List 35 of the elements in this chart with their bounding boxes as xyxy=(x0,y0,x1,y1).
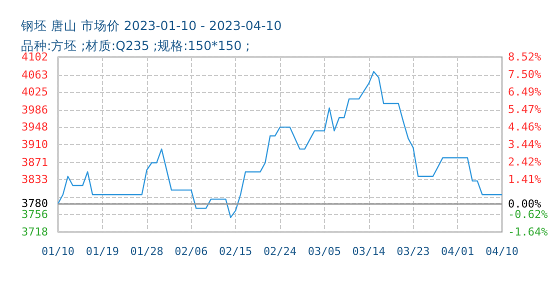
x-tick-label: 03/23 xyxy=(396,245,430,258)
x-tick-label: 04/10 xyxy=(485,245,519,258)
y-tick-label: 4063 xyxy=(22,68,48,82)
y2-tick-label: 4.46% xyxy=(508,120,542,134)
y2-tick-label: 3.44% xyxy=(508,138,542,151)
y-tick-label: 3756 xyxy=(22,208,48,222)
y2-tick-label: -1.64% xyxy=(508,226,548,238)
x-tick-label: 02/06 xyxy=(174,245,208,258)
chart-title: 钢坯 唐山 市场价 2023-01-10 - 2023-04-10 xyxy=(20,18,282,33)
x-tick-label: 01/19 xyxy=(86,245,119,258)
y-tick-label: 3871 xyxy=(22,156,48,169)
y2-tick-label: 0.00% xyxy=(508,197,542,210)
y2-tick-label: 7.50% xyxy=(508,68,542,82)
x-tick-label: 01/10 xyxy=(41,245,75,258)
x-tick-label: 04/01 xyxy=(441,245,474,258)
y-tick-label: 4025 xyxy=(22,86,48,99)
y2-tick-label: 6.49% xyxy=(508,85,542,98)
x-tick-label: 02/24 xyxy=(263,245,297,258)
y-tick-label: 3910 xyxy=(22,138,48,151)
y-tick-label: 3780 xyxy=(22,197,48,210)
y2-tick-label: 2.42% xyxy=(508,156,542,169)
y2-tick-label: 8.52% xyxy=(508,50,542,64)
chart-subtitle: 品种:方坯 ;材质:Q235 ;规格:150*150 ; xyxy=(21,38,250,53)
y-tick-label: 3986 xyxy=(22,103,48,116)
y-tick-label: 4102 xyxy=(22,50,48,64)
y2-tick-label: -0.62% xyxy=(508,208,548,221)
x-tick-label: 03/05 xyxy=(308,245,341,258)
x-tick-label: 01/28 xyxy=(130,245,164,258)
x-tick-label: 03/14 xyxy=(352,245,386,258)
y2-tick-label: 5.47% xyxy=(508,103,542,116)
y-tick-label: 3833 xyxy=(22,173,48,186)
y-tick-label: 3948 xyxy=(22,120,48,134)
x-tick-label: 02/15 xyxy=(219,245,252,258)
y2-tick-label: 1.41% xyxy=(508,172,542,186)
y-tick-label: 3718 xyxy=(22,226,48,238)
